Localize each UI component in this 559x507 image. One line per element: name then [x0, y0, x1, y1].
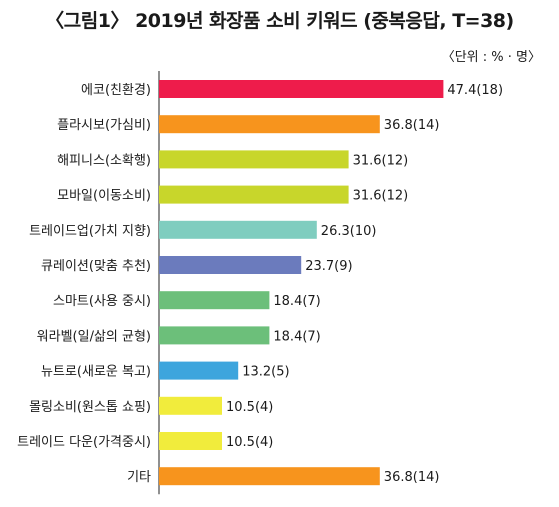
category-label: 트레이드 다운(가격중시): [17, 435, 151, 450]
category-label: 뉴트로(새로운 복고): [41, 365, 151, 380]
value-label: 18.4(7): [273, 294, 320, 309]
value-label: 47.4(18): [447, 83, 503, 98]
bar: [159, 396, 222, 415]
value-label: 10.5(4): [226, 435, 273, 450]
bar: [159, 115, 380, 134]
bar: [159, 291, 270, 310]
category-label: 해피니스(소확행): [57, 152, 151, 168]
value-label: 31.6(12): [353, 153, 409, 168]
bar: [159, 185, 349, 204]
value-label: 36.8(14): [384, 118, 440, 133]
bar: [159, 256, 302, 274]
value-label: 23.7(9): [305, 259, 352, 274]
category-label: 스마트(사용 중시): [53, 294, 151, 309]
value-label: 18.4(7): [273, 329, 320, 344]
bar: [159, 220, 317, 239]
bar: [159, 361, 239, 380]
value-label: 26.3(10): [321, 224, 377, 239]
value-label: 13.2(5): [242, 365, 289, 380]
category-label: 모바일(이동소비): [57, 189, 151, 204]
category-label: 큐레이션(맞춤 추천): [41, 259, 151, 274]
bar: [159, 326, 270, 345]
value-label: 31.6(12): [353, 189, 409, 204]
category-label: 플라시보(가심비): [57, 118, 151, 133]
category-label: 에코(친환경): [81, 83, 151, 98]
bar: [159, 80, 444, 98]
category-label: 트레이드업(가치 지향): [29, 224, 151, 239]
bar: [159, 150, 349, 169]
bar: [159, 432, 222, 450]
category-label: 워라벨(일/삶의 균형): [37, 329, 151, 344]
chart-title: 〈그림1〉 2019년 화장품 소비 키워드 (중복응답, T=38): [45, 10, 514, 32]
category-label: 몰링소비(원스톱 쇼핑): [29, 400, 151, 415]
value-label: 10.5(4): [226, 400, 273, 415]
category-label: 기타: [127, 470, 151, 485]
unit-note: 〈단위 : % · 명〉: [441, 50, 541, 65]
bar: [159, 467, 380, 486]
value-label: 36.8(14): [384, 470, 440, 485]
